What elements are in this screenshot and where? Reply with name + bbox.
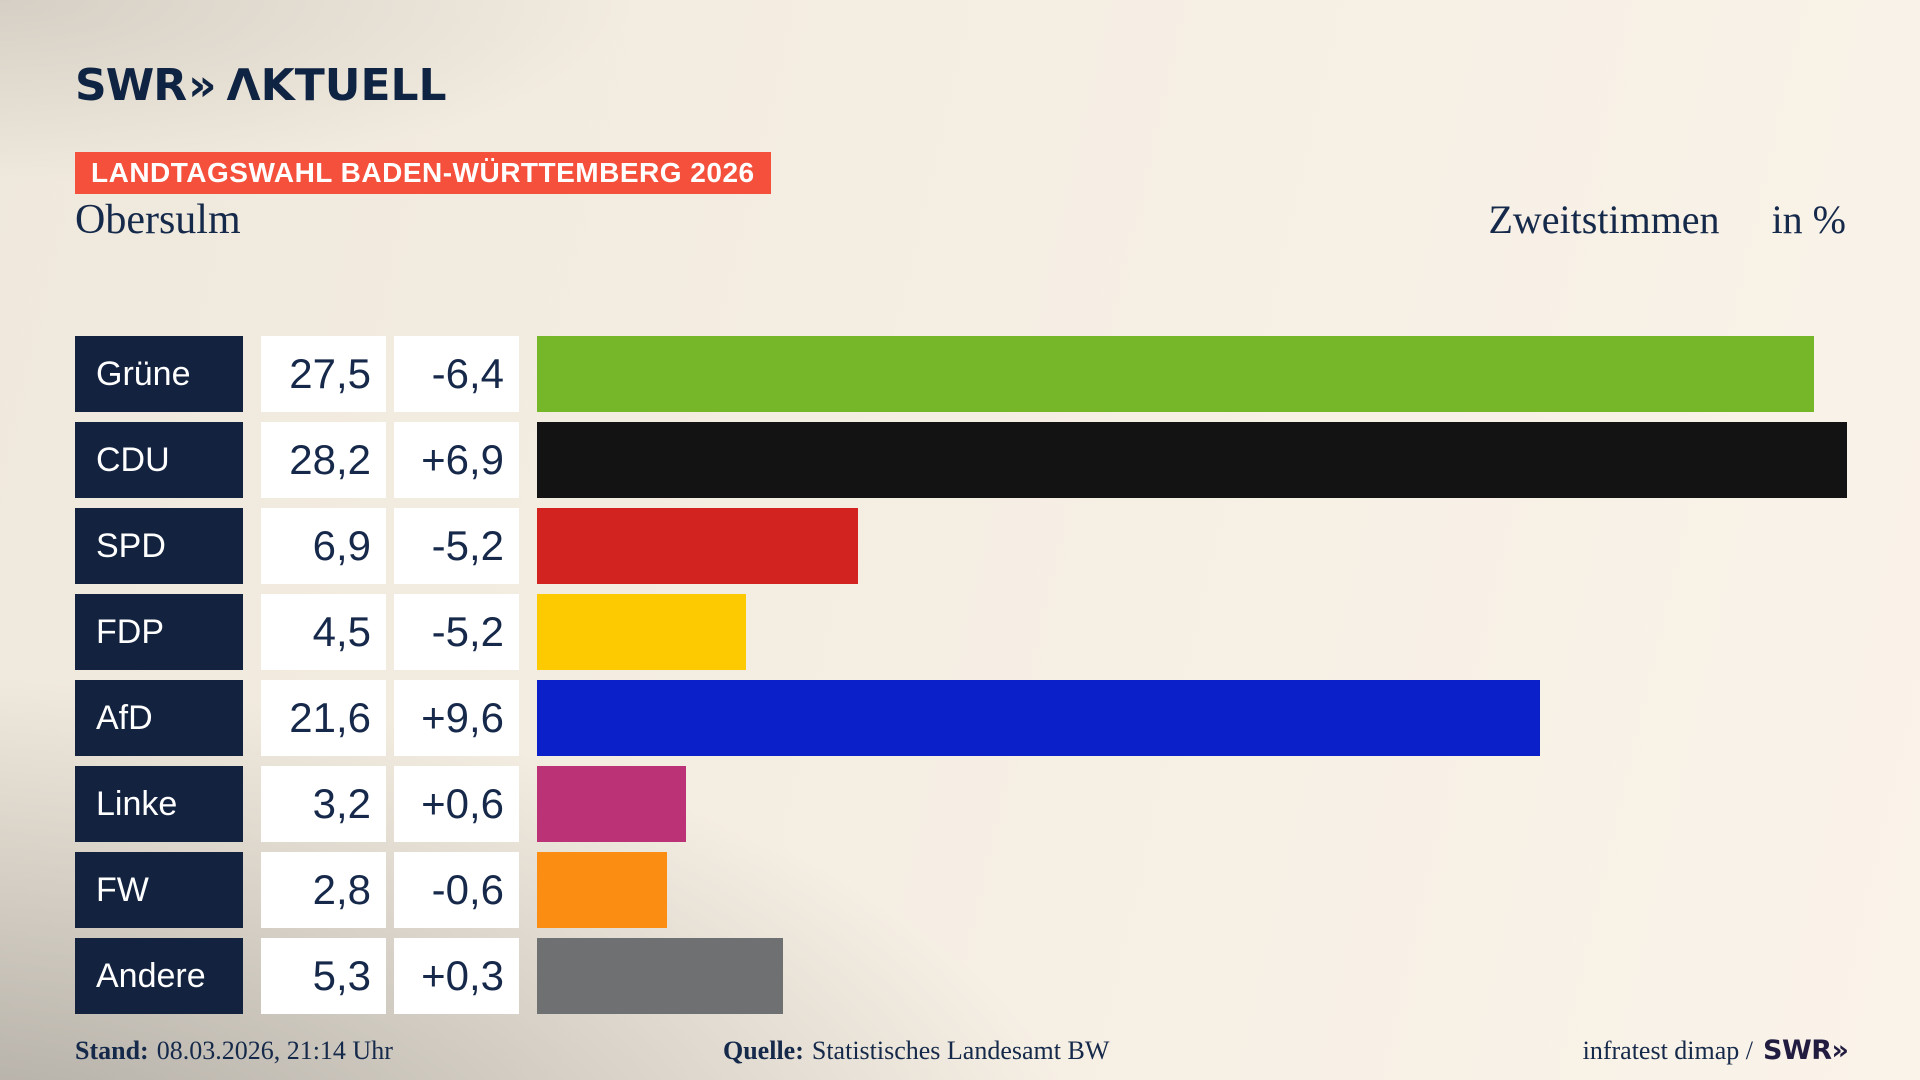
stand-value: 08.03.2026, 21:14 Uhr: [156, 1036, 393, 1065]
result-bar: [537, 508, 858, 584]
result-bar: [537, 766, 686, 842]
result-bar: [537, 594, 747, 670]
table-row: Linke 3,2 +0,6: [75, 766, 1847, 842]
election-banner: LANDTAGSWAHL BADEN-WÜRTTEMBERG 2026: [75, 152, 771, 194]
stand-line: Stand: 08.03.2026, 21:14 Uhr: [75, 1036, 393, 1066]
bar-track: [537, 336, 1847, 412]
table-row: AfD 21,6 +9,6: [75, 680, 1847, 756]
results-bar-chart: Grüne 27,5 -6,4 CDU 28,2 +6,9 SPD 6,9 -5…: [75, 336, 1847, 1014]
party-label: AfD: [75, 680, 243, 756]
table-row: FDP 4,5 -5,2: [75, 594, 1847, 670]
credit-chevrons-icon: »: [1831, 1035, 1850, 1066]
result-bar: [537, 938, 784, 1014]
party-label: FDP: [75, 594, 243, 670]
party-label: Grüne: [75, 336, 243, 412]
quelle-line: Quelle: Statistisches Landesamt BW: [723, 1036, 1109, 1066]
table-row: SPD 6,9 -5,2: [75, 508, 1847, 584]
aktuell-logo-text: ΛKTUELL: [226, 60, 447, 111]
change-label: +6,9: [394, 422, 519, 498]
value-label: 5,3: [261, 938, 386, 1014]
swr-aktuell-logo: SWR» ΛKTUELL: [75, 62, 447, 110]
credit-swr-logo: SWR»: [1763, 1035, 1850, 1066]
bar-track: [537, 852, 1847, 928]
result-bar: [537, 680, 1541, 756]
change-label: -5,2: [394, 508, 519, 584]
result-bar: [537, 852, 668, 928]
value-label: 21,6: [261, 680, 386, 756]
party-label: SPD: [75, 508, 243, 584]
swr-logo-text: SWR: [75, 60, 187, 111]
credit-text: infratest dimap /: [1582, 1036, 1754, 1065]
change-label: -5,2: [394, 594, 519, 670]
quelle-value: Statistisches Landesamt BW: [811, 1036, 1110, 1065]
bar-track: [537, 594, 1847, 670]
change-label: -6,4: [394, 336, 519, 412]
result-bar: [537, 422, 1847, 498]
unit-label: in %: [1771, 197, 1846, 242]
table-row: FW 2,8 -0,6: [75, 852, 1847, 928]
value-label: 3,2: [261, 766, 386, 842]
change-label: +0,3: [394, 938, 519, 1014]
region-title: Obersulm: [75, 197, 241, 243]
value-label: 4,5: [261, 594, 386, 670]
credit-swr-text: SWR: [1763, 1035, 1832, 1066]
bar-track: [537, 422, 1847, 498]
quelle-label: Quelle:: [723, 1036, 804, 1065]
table-row: Andere 5,3 +0,3: [75, 938, 1847, 1014]
change-label: +0,6: [394, 766, 519, 842]
stand-label: Stand:: [75, 1036, 149, 1065]
measure-title: Zweitstimmen in %: [1488, 194, 1846, 246]
value-label: 28,2: [261, 422, 386, 498]
party-label: FW: [75, 852, 243, 928]
bar-track: [537, 766, 1847, 842]
party-label: Andere: [75, 938, 243, 1014]
value-label: 2,8: [261, 852, 386, 928]
change-label: +9,6: [394, 680, 519, 756]
table-row: Grüne 27,5 -6,4: [75, 336, 1847, 412]
measure-label: Zweitstimmen: [1488, 197, 1720, 242]
bar-track: [537, 508, 1847, 584]
bar-track: [537, 680, 1847, 756]
table-row: CDU 28,2 +6,9: [75, 422, 1847, 498]
result-bar: [537, 336, 1815, 412]
party-label: Linke: [75, 766, 243, 842]
bar-track: [537, 938, 1847, 1014]
value-label: 6,9: [261, 508, 386, 584]
party-label: CDU: [75, 422, 243, 498]
credit-line: infratest dimap / SWR»: [1582, 1035, 1850, 1066]
change-label: -0,6: [394, 852, 519, 928]
value-label: 27,5: [261, 336, 386, 412]
swr-chevrons-icon: »: [188, 60, 217, 111]
